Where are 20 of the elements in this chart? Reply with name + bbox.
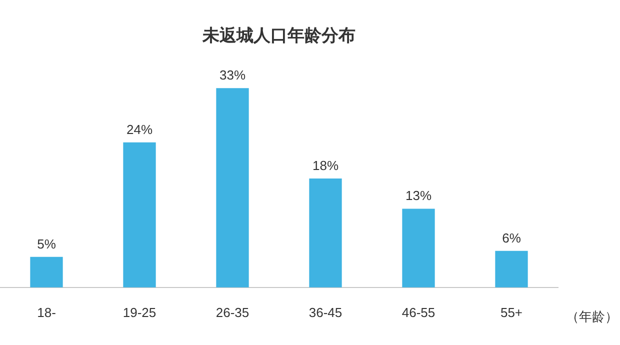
data-label: 5% [37,236,56,252]
x-tick-label: 36-45 [308,304,342,320]
bar [309,178,342,288]
x-tick-label: 26-35 [216,304,250,320]
bar [495,250,528,288]
x-axis-title: （年龄） [566,308,618,324]
data-label: 13% [405,188,432,204]
bar [216,88,249,288]
bar [402,208,435,288]
data-label: 18% [312,158,339,173]
data-label: 6% [502,230,522,246]
chart-title: 未返城人口年龄分布 [202,26,356,45]
x-tick-label: 46-55 [402,304,436,320]
x-tick-label: 18- [37,304,56,320]
x-tick-label: 55+ [500,304,523,320]
x-tick-label: 19-25 [122,304,156,320]
data-label: 33% [219,68,246,83]
bar [123,142,156,288]
bar [30,256,63,288]
data-label: 24% [126,122,153,137]
